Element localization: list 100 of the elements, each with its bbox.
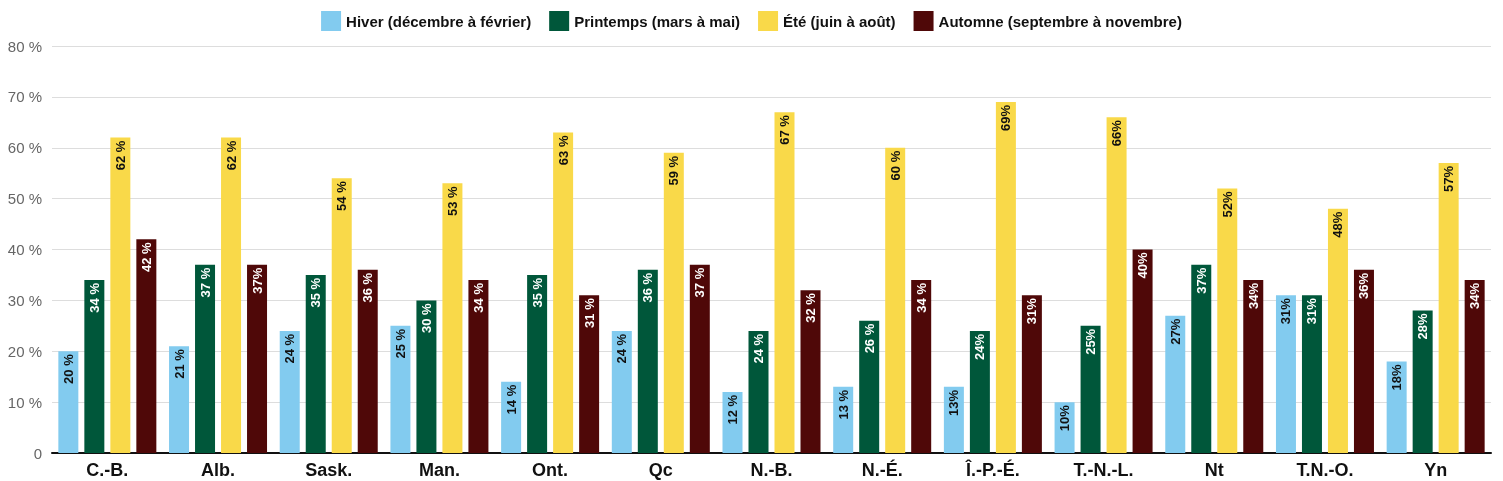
- data-label: 31%: [1024, 297, 1040, 325]
- y-tick-label: 70 %: [7, 88, 42, 106]
- bar: [1353, 269, 1374, 453]
- y-tick-label: 10 %: [7, 393, 42, 411]
- legend-label: Automne (septembre à novembre): [938, 12, 1182, 30]
- data-label: 36 %: [640, 272, 656, 303]
- bar: [1080, 325, 1101, 453]
- bar: [169, 346, 190, 453]
- data-label: 30 %: [418, 302, 434, 334]
- x-tick-label: T.N.-O.: [1296, 460, 1354, 480]
- bar: [1106, 117, 1127, 453]
- bar: [553, 132, 574, 453]
- x-tick-label: Î.-P.-É.: [965, 459, 1020, 480]
- y-tick-label: 20 %: [7, 342, 42, 360]
- data-label: 42 %: [138, 241, 154, 272]
- data-label: 24 %: [751, 333, 766, 364]
- legend-label: Printemps (mars à mai): [574, 12, 741, 30]
- data-label: 31%: [1304, 297, 1320, 325]
- data-label: 53 %: [444, 185, 460, 216]
- bar: [1132, 249, 1153, 453]
- data-label: 34 %: [470, 282, 486, 313]
- data-label: 69%: [998, 104, 1014, 131]
- bar: [859, 320, 880, 453]
- data-label: 20 %: [60, 353, 76, 384]
- x-tick-label: Ont.: [532, 460, 569, 480]
- data-label: 35 %: [529, 277, 545, 308]
- data-label: 24 %: [282, 333, 298, 364]
- bar: [110, 137, 131, 453]
- bar: [442, 183, 463, 453]
- data-label: 54 %: [334, 180, 350, 211]
- bar: [58, 351, 79, 453]
- x-tick-label: T.-N.-L.: [1073, 460, 1134, 480]
- data-label: 66%: [1109, 119, 1125, 147]
- x-tick-label: Man.: [418, 460, 460, 480]
- x-tick-label: Alb.: [201, 460, 236, 480]
- bar: [136, 239, 157, 453]
- bar: [331, 178, 352, 453]
- bar: [195, 264, 216, 453]
- data-label: 40%: [1135, 252, 1151, 279]
- data-label: 27%: [1167, 318, 1183, 345]
- data-label: 28%: [1415, 313, 1431, 340]
- bar: [1412, 310, 1433, 453]
- bar: [579, 295, 600, 453]
- x-tick-label: Yn: [1424, 460, 1448, 480]
- x-tick-label: N.-É.: [861, 459, 903, 480]
- bar: [637, 269, 658, 453]
- bar: [1438, 163, 1459, 453]
- bar: [995, 101, 1016, 453]
- y-tick-label: 50 %: [7, 190, 42, 208]
- bar: [279, 330, 300, 453]
- data-label: 59 %: [666, 155, 682, 186]
- bar: [1021, 295, 1042, 453]
- x-tick-label: Nt: [1204, 460, 1224, 480]
- bar: [748, 330, 769, 453]
- bar: [611, 330, 632, 453]
- data-label: 26 %: [861, 323, 877, 354]
- x-tick-label: N.-B.: [750, 460, 793, 480]
- data-label: 48%: [1330, 211, 1346, 238]
- data-label: 37%: [249, 267, 265, 294]
- x-tick-label: C.-B.: [86, 460, 129, 480]
- bar: [1275, 295, 1296, 453]
- data-label: 37%: [1193, 267, 1209, 294]
- data-label: 36%: [1356, 272, 1372, 299]
- data-label: 24 %: [614, 333, 630, 364]
- data-label: 24%: [972, 333, 988, 360]
- y-tick-label: 30 %: [7, 291, 42, 309]
- bar: [247, 264, 268, 453]
- data-label: 34 %: [86, 282, 102, 313]
- data-label: 52%: [1219, 191, 1235, 218]
- y-tick-label: 60 %: [7, 139, 42, 157]
- data-label: 31 %: [581, 297, 597, 328]
- bar: [1464, 280, 1485, 453]
- legend-label: Hiver (décembre à février): [346, 12, 532, 30]
- y-tick-label: 0: [33, 444, 42, 462]
- legend-label: Été (juin à août): [783, 12, 896, 30]
- data-label: 14 %: [503, 384, 519, 415]
- bar: [800, 290, 821, 453]
- data-label: 67 %: [777, 114, 792, 145]
- bar: [1217, 188, 1238, 453]
- data-label: 63 %: [555, 135, 571, 166]
- data-label: 34%: [1467, 282, 1483, 310]
- data-label: 60 %: [887, 150, 903, 181]
- data-label: 34%: [1245, 282, 1261, 310]
- bar: [1327, 208, 1348, 453]
- data-label: 37 %: [692, 267, 708, 298]
- data-label: 37 %: [197, 267, 213, 298]
- bar: [1243, 280, 1264, 453]
- bar: [911, 280, 932, 453]
- y-tick-label: 40 %: [7, 241, 42, 258]
- bar: [357, 269, 378, 453]
- bar: [468, 280, 489, 453]
- data-label: 62 %: [223, 140, 239, 171]
- bar: [885, 147, 906, 453]
- data-label: 13 %: [835, 389, 851, 420]
- data-label: 13%: [946, 389, 962, 416]
- bar: [1301, 295, 1322, 453]
- data-label: 36 %: [360, 272, 376, 303]
- data-label: 25 %: [392, 328, 408, 359]
- bar: [1165, 315, 1186, 453]
- bar: [1386, 361, 1407, 453]
